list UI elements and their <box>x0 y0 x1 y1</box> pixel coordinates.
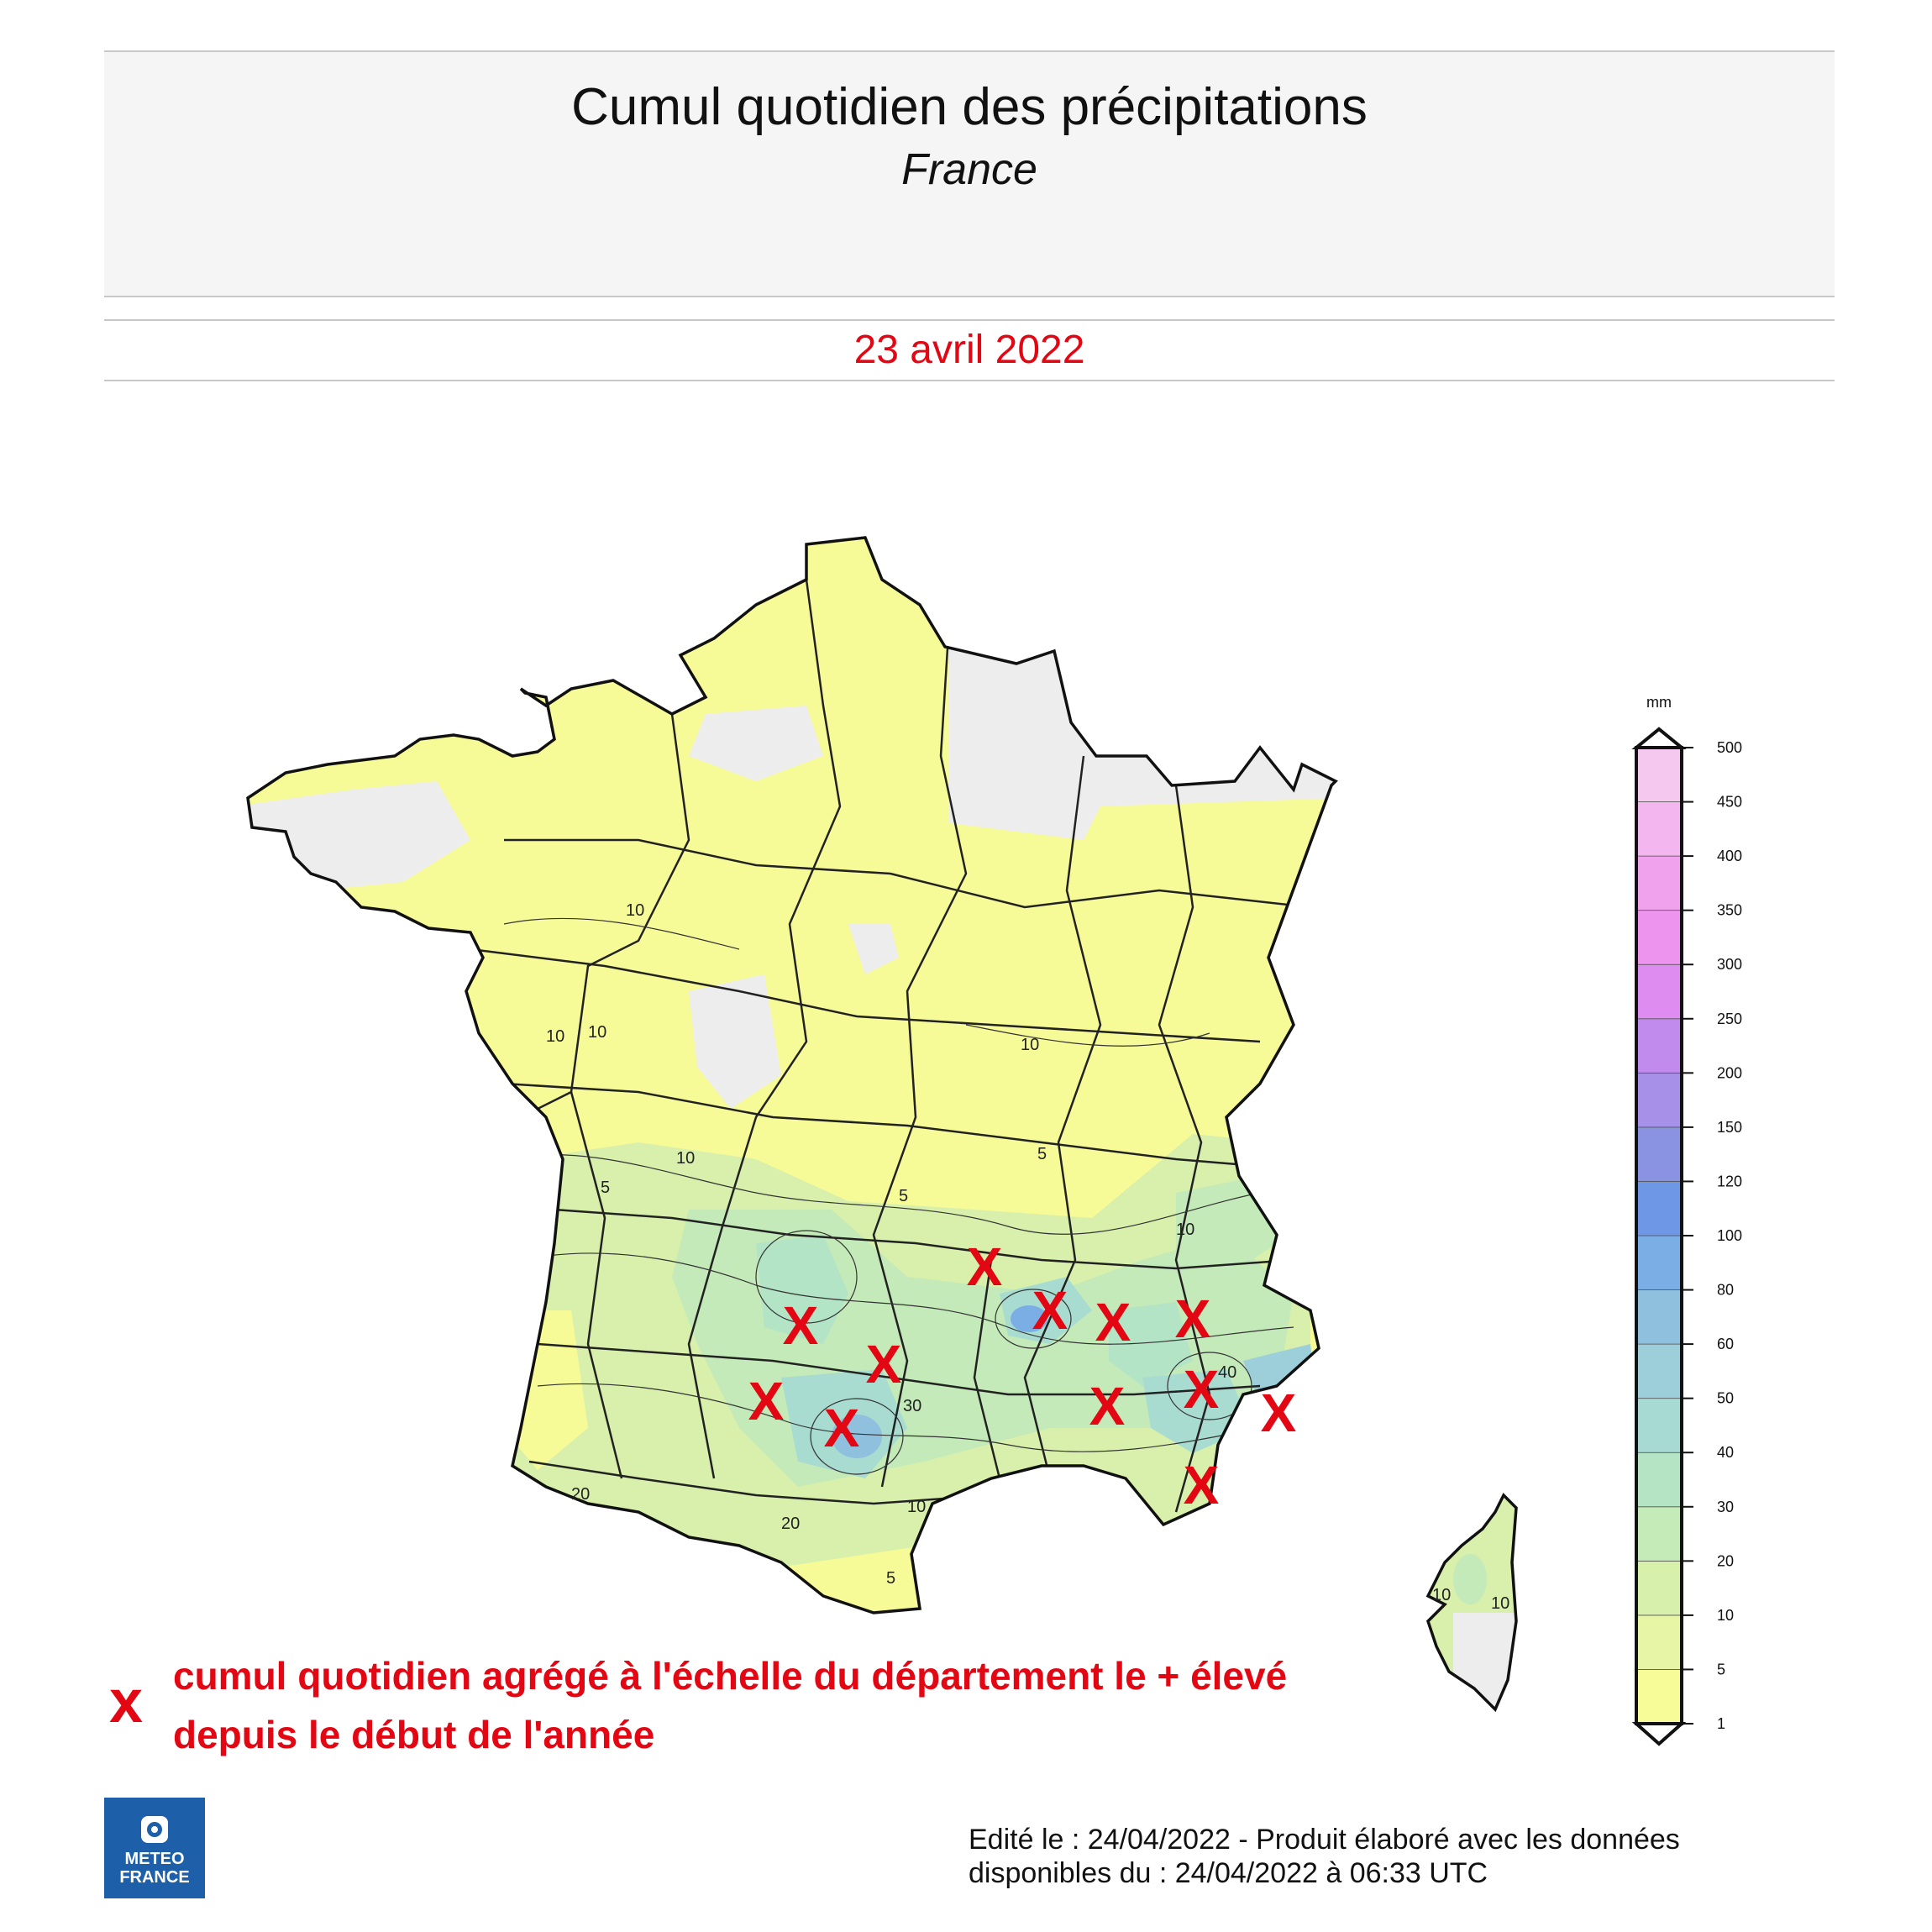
contour-label: 10 <box>626 901 644 920</box>
department-max-marker: X <box>866 1334 902 1394</box>
department-max-marker: X <box>1184 1455 1220 1515</box>
scale-tick-label: 80 <box>1717 1282 1734 1299</box>
scale-tick-label: 1 <box>1717 1715 1725 1732</box>
scale-color-band <box>1635 1506 1683 1562</box>
contour-label: 10 <box>1176 1221 1194 1239</box>
department-max-marker: X <box>748 1371 785 1431</box>
contour-label: 10 <box>907 1498 926 1516</box>
scale-color-band <box>1635 1614 1683 1670</box>
contour-label: 5 <box>899 1187 908 1205</box>
scale-color-band <box>1635 1343 1683 1399</box>
department-max-marker: X <box>1261 1383 1297 1443</box>
contour-label: 30 <box>903 1397 921 1415</box>
scale-unit-label: mm <box>1646 694 1672 711</box>
legend-description: cumul quotidien agrégé à l'échelle du dé… <box>173 1646 1287 1764</box>
contour-label: 20 <box>571 1485 590 1504</box>
contour-label: 5 <box>601 1179 610 1197</box>
department-max-marker: X <box>1184 1359 1220 1420</box>
footer-line-1: Edité le : 24/04/2022 - Produit élaboré … <box>969 1824 1680 1856</box>
corsica-outline <box>1425 1493 1518 1713</box>
scale-color-band <box>1635 1018 1683 1074</box>
scale-tick-label: 350 <box>1717 902 1742 919</box>
department-boundaries <box>470 579 1311 1513</box>
scale-color-band <box>1635 1560 1683 1616</box>
scale-tick-label: 20 <box>1717 1552 1734 1569</box>
scale-tick-label: 250 <box>1717 1011 1742 1027</box>
contour-label: 5 <box>1037 1145 1047 1163</box>
scale-bottom-arrow <box>1631 1722 1687 1746</box>
scale-color-band <box>1635 1398 1683 1453</box>
department-max-marker: X <box>1089 1376 1126 1436</box>
scale-color-band <box>1635 963 1683 1020</box>
scale-tick-label: 500 <box>1717 739 1742 756</box>
scale-tick-label: 50 <box>1717 1390 1734 1407</box>
contour-label: 10 <box>1432 1586 1451 1604</box>
date-label: 23 avril 2022 <box>853 328 1085 372</box>
scale-color-band <box>1635 1452 1683 1508</box>
scale-color-band <box>1635 801 1683 857</box>
scale-tick-label: 30 <box>1717 1499 1734 1515</box>
page-title: Cumul quotidien des précipitations <box>571 78 1368 136</box>
meteo-france-logo: METEO FRANCE <box>104 1798 205 1898</box>
scale-tick-label: 10 <box>1717 1607 1734 1624</box>
legend-line-2: depuis le début de l'année <box>173 1713 655 1756</box>
scale-color-band <box>1635 910 1683 965</box>
scale-tick-label: 450 <box>1717 794 1742 811</box>
department-max-marker: X <box>1095 1292 1131 1352</box>
scale-color-band <box>1635 1669 1683 1725</box>
footer-edit-info: Edité le : 24/04/2022 - Produit élaboré … <box>969 1823 1680 1890</box>
department-max-marker: X <box>967 1236 1003 1297</box>
scale-tick-label: 5 <box>1717 1661 1725 1677</box>
contour-label: 10 <box>676 1149 695 1168</box>
scale-tick-label: 200 <box>1717 1064 1742 1081</box>
precipitation-color-scale: mm 1 5 10 20 30 40 50 60 80 100 120 150 200 250 300 350… <box>1631 694 1742 1746</box>
contour-label: 10 <box>546 1027 564 1046</box>
corsica-rain-zones <box>1428 1495 1516 1709</box>
scale-color-band <box>1635 1126 1683 1182</box>
department-max-marker: X <box>1175 1289 1211 1349</box>
scale-color-band <box>1635 747 1683 802</box>
contour-lines <box>503 917 1294 1475</box>
scale-color-band <box>1635 855 1683 911</box>
scale-tick-label: 40 <box>1717 1444 1734 1461</box>
contour-label: 10 <box>1021 1036 1039 1054</box>
scale-tick-label: 100 <box>1717 1227 1742 1244</box>
department-max-marker: X <box>783 1295 819 1356</box>
scale-color-band <box>1635 1181 1683 1236</box>
header-panel: Cumul quotidien des précipitations Franc… <box>104 50 1835 297</box>
logo-emblem-icon <box>141 1816 168 1843</box>
footer-line-2: disponibles du : 24/04/2022 à 06:33 UTC <box>969 1857 1488 1889</box>
contour-label: 20 <box>781 1515 800 1533</box>
scale-top-arrow <box>1631 727 1687 749</box>
scale-tick-label: 300 <box>1717 956 1742 973</box>
scale-color-band <box>1635 1072 1683 1128</box>
scale-tick-label: 150 <box>1717 1119 1742 1136</box>
contour-label: 10 <box>588 1023 606 1042</box>
scale-color-band <box>1635 1289 1683 1345</box>
scale-tick-label: 120 <box>1717 1173 1742 1189</box>
date-panel: 23 avril 2022 <box>104 319 1835 381</box>
legend-marker-symbol: x <box>109 1668 144 1735</box>
contour-label-group: 10 10 10 10 5 5 5 10 20 20 30 40 10 5 10… <box>546 901 1509 1613</box>
logo-line-2: FRANCE <box>119 1868 190 1887</box>
contour-label: 40 <box>1218 1363 1236 1382</box>
marker-group: X X X X X X X X X X X X <box>748 1236 1297 1515</box>
page-subtitle: France <box>901 145 1037 194</box>
scale-tick-label: 400 <box>1717 848 1742 864</box>
contour-label: 5 <box>886 1569 895 1588</box>
logo-line-1: METEO <box>124 1850 185 1868</box>
scale-tick-label: 60 <box>1717 1336 1734 1352</box>
legend-line-1: cumul quotidien agrégé à l'échelle du dé… <box>173 1654 1288 1698</box>
department-max-marker: X <box>824 1398 860 1458</box>
scale-color-band <box>1635 1235 1683 1290</box>
contour-label: 10 <box>1491 1594 1509 1613</box>
department-max-marker: X <box>1032 1280 1068 1341</box>
